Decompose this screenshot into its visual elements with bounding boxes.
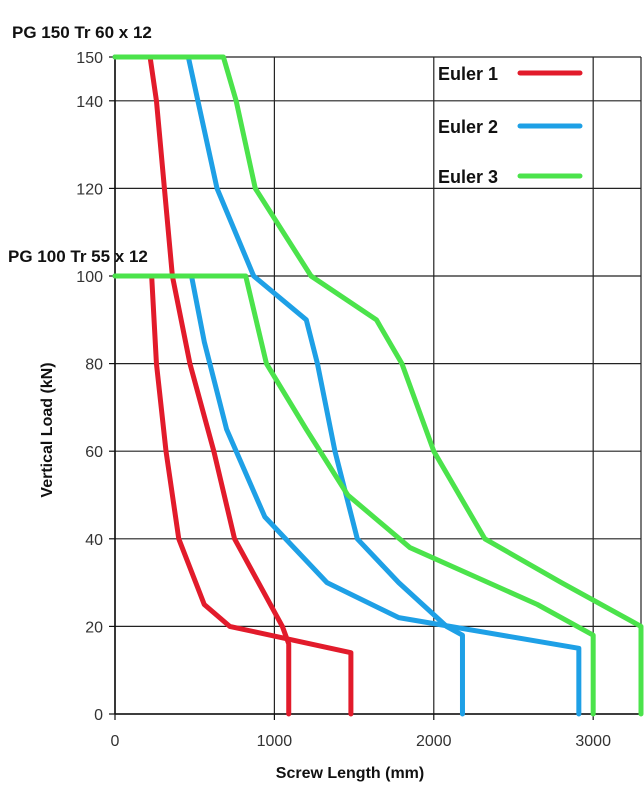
x-axis-title: Screw Length (mm) xyxy=(276,765,424,782)
series-line xyxy=(112,273,582,717)
series-line xyxy=(112,54,292,717)
legend-item: Euler 3 xyxy=(438,167,583,187)
y-tick-label: 120 xyxy=(76,181,103,198)
y-tick-label: 100 xyxy=(76,269,103,286)
x-tick-label: 0 xyxy=(111,733,120,750)
legend-item: Euler 1 xyxy=(438,64,583,84)
series-line xyxy=(112,54,644,717)
y-tick-label: 0 xyxy=(94,707,103,724)
legend-label: Euler 2 xyxy=(438,117,498,137)
series-line xyxy=(112,273,596,717)
legend-item: Euler 2 xyxy=(438,117,583,137)
legend: Euler 1 Euler 2 Euler 3 xyxy=(438,64,583,187)
y-axis-title: Vertical Load (kN) xyxy=(39,362,56,497)
y-tick-label: 60 xyxy=(85,444,103,461)
x-tick-label: 3000 xyxy=(575,733,611,750)
y-tick-label: 80 xyxy=(85,357,103,374)
annotation-pg150: PG 150 Tr 60 x 12 xyxy=(12,23,152,42)
y-tick-label: 40 xyxy=(85,532,103,549)
y-tick-label: 20 xyxy=(85,619,103,636)
axis-layer: 0 20 40 60 80 100 120 140 150 0 1000 2000 3000 xyxy=(76,50,641,750)
y-tick-label: 150 xyxy=(76,50,103,67)
series-layer xyxy=(112,54,644,717)
legend-label: Euler 3 xyxy=(438,167,498,187)
series-line xyxy=(112,273,354,717)
legend-label: Euler 1 xyxy=(438,64,498,84)
annotation-pg100: PG 100 Tr 55 x 12 xyxy=(8,247,148,266)
x-tick-label: 1000 xyxy=(257,733,293,750)
x-tick-label: 2000 xyxy=(416,733,452,750)
y-tick-label: 140 xyxy=(76,94,103,111)
